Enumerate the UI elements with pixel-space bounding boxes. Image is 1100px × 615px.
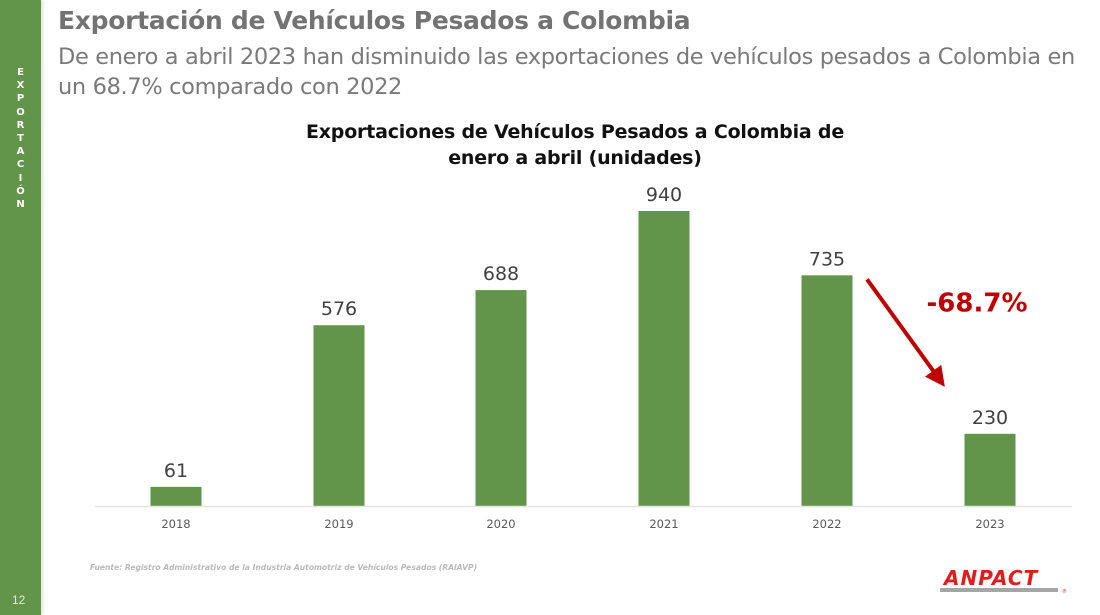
x-tick-label-2021: 2021 xyxy=(649,517,678,531)
section-letter: E xyxy=(17,67,24,78)
bar-2018 xyxy=(150,486,202,506)
bar-2020 xyxy=(475,290,527,506)
bar-2023 xyxy=(964,433,1016,506)
anpact-logo: ANPACT ® xyxy=(940,566,1067,595)
section-letter: O xyxy=(16,106,25,118)
logo-registered-mark: ® xyxy=(1062,588,1067,595)
section-letter: A xyxy=(16,146,25,158)
section-letter: X xyxy=(16,80,25,92)
section-letter: R xyxy=(16,119,25,131)
logo-text: ANPACT xyxy=(942,566,1039,590)
data-label-2020: 688 xyxy=(483,263,519,285)
chart-title-line-2: enero a abril (unidades) xyxy=(448,147,702,169)
section-letter: P xyxy=(16,93,25,105)
data-label-2018: 61 xyxy=(164,460,188,482)
bar-2019 xyxy=(313,325,365,506)
data-label-2022: 735 xyxy=(809,248,845,270)
x-tick-label-2020: 2020 xyxy=(486,517,515,531)
page-number: 12 xyxy=(12,593,26,607)
section-letter: N xyxy=(16,199,25,211)
source-note: Fuente: Registro Administrativo de la In… xyxy=(90,563,478,572)
data-label-2021: 940 xyxy=(646,184,682,206)
chart-title-line-1: Exportaciones de Vehículos Pesados a Col… xyxy=(305,121,845,143)
decrease-arrow-icon xyxy=(865,278,945,387)
x-tick-label-2018: 2018 xyxy=(161,517,190,531)
chart-title: Exportaciones de Vehículos Pesados a Col… xyxy=(200,119,950,171)
x-tick-label-2023: 2023 xyxy=(975,517,1004,531)
section-letter: I xyxy=(18,172,23,184)
x-tick-label-2019: 2019 xyxy=(324,517,353,531)
section-letter: Ó xyxy=(16,185,25,197)
change-annotation: -68.7% xyxy=(927,288,1028,318)
section-letter: C xyxy=(16,159,25,171)
bar-2021 xyxy=(638,211,690,506)
logo-underline xyxy=(940,588,1058,592)
x-tick-label-2022: 2022 xyxy=(812,517,841,531)
section-letter: T xyxy=(17,133,24,145)
bar-2022 xyxy=(801,275,853,506)
data-label-2019: 576 xyxy=(321,298,357,320)
page-subtitle: De enero a abril 2023 han disminuido las… xyxy=(58,44,1075,100)
data-label-2023: 230 xyxy=(972,407,1008,429)
page-title: Exportación de Vehículos Pesados a Colom… xyxy=(58,6,691,35)
